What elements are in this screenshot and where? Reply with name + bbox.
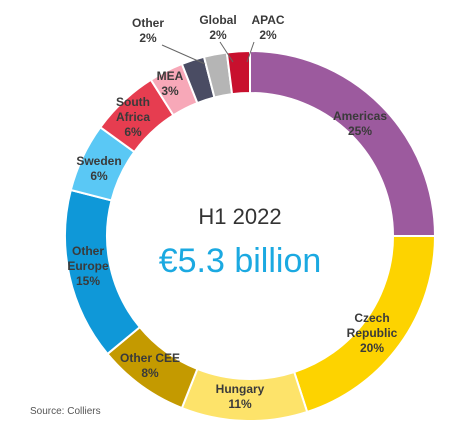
center-title: H1 2022 [198,204,281,229]
label-sweden: Sweden 6% [76,154,121,183]
label-global: Global 2% [199,13,236,42]
label-other-europe: Other Europe 15% [67,244,109,288]
label-south-africa: South Africa 6% [116,95,150,139]
slice-labels: Americas 25% Czech Republic 20% Hungary 11% Oth… [67,13,397,411]
leader-other [161,44,206,65]
label-mea: MEA 3% [157,69,184,98]
donut-slices [64,49,437,422]
leader-lines [161,41,255,65]
label-other: Other 2% [132,16,164,45]
center-value: €5.3 billion [159,242,322,280]
label-other-cee: Other CEE 8% [120,351,180,380]
source-note: Source: Colliers [30,406,101,417]
leader-apac [246,41,255,63]
label-czech-republic: Czech Republic 20% [347,311,398,355]
label-hungary: Hungary 11% [216,382,265,411]
label-americas: Americas 25% [333,109,387,138]
leader-global [219,41,234,63]
label-apac: APAC 2% [251,13,284,42]
